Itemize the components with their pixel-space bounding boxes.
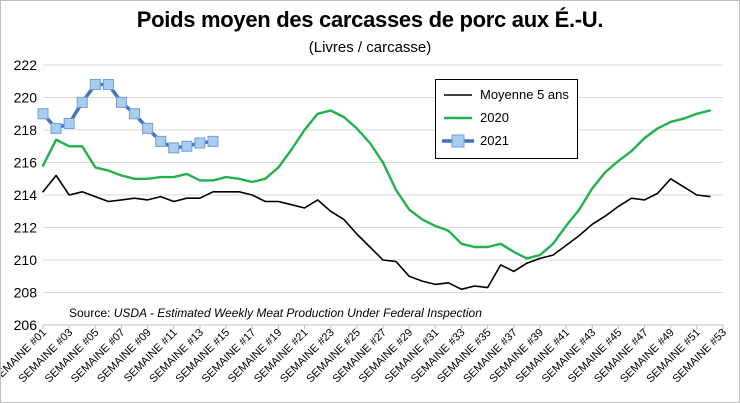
legend-label-2020: 2020: [480, 110, 509, 125]
y-tick-label: 214: [14, 187, 38, 203]
y-tick-label: 208: [14, 285, 38, 301]
series-line-y2020: [41, 109, 712, 260]
data-point-2021: [129, 108, 141, 120]
legend-item-2021: 2021: [436, 130, 577, 152]
series-line-y2021: [41, 82, 215, 150]
data-point-2021: [168, 142, 180, 154]
chart-source-note: Source: USDA - Estimated Weekly Meat Pro…: [69, 306, 482, 320]
chart-title: Poids moyen des carcasses de porc aux É.…: [136, 7, 604, 32]
y-tick-label: 220: [14, 90, 38, 106]
data-point-2021: [142, 122, 154, 134]
data-point-2021: [194, 137, 206, 149]
data-point-2021: [89, 79, 101, 90]
y-tick-label: 222: [14, 57, 38, 73]
source-prefix: Source:: [69, 306, 114, 320]
data-point-2021: [63, 118, 75, 129]
series-layer: [37, 79, 712, 291]
chart-subtitle: (Livres / carcasse): [308, 39, 432, 56]
series-line-avg5: [42, 174, 711, 291]
y-tick-label: 206: [14, 317, 38, 333]
data-point-2021: [181, 140, 193, 152]
data-point-2021: [102, 79, 114, 90]
legend-label-2021: 2021: [480, 133, 509, 148]
data-point-2021: [50, 122, 62, 134]
grid-layer: [43, 64, 723, 326]
data-point-2021: [37, 108, 49, 120]
chart-legend: Moyenne 5 ans 2020 2021: [435, 79, 578, 159]
data-point-2021: [76, 96, 88, 108]
data-point-2021: [207, 135, 219, 147]
y-axis: 206 208 210 212 214 216 218 220 222: [14, 57, 38, 333]
source-text: USDA - Estimated Weekly Meat Production …: [113, 306, 482, 320]
legend-item-avg5: Moyenne 5 ans: [436, 84, 577, 106]
y-tick-label: 218: [14, 122, 38, 138]
legend-swatch-2021-marker: [451, 134, 465, 148]
y-tick-label: 216: [14, 155, 38, 171]
data-point-2021: [115, 96, 127, 108]
data-point-2021: [155, 135, 167, 147]
y-tick-label: 210: [14, 252, 38, 268]
y-tick-label: 212: [14, 220, 38, 236]
legend-item-2020: 2020: [436, 107, 577, 129]
legend-label-avg5: Moyenne 5 ans: [480, 87, 569, 102]
